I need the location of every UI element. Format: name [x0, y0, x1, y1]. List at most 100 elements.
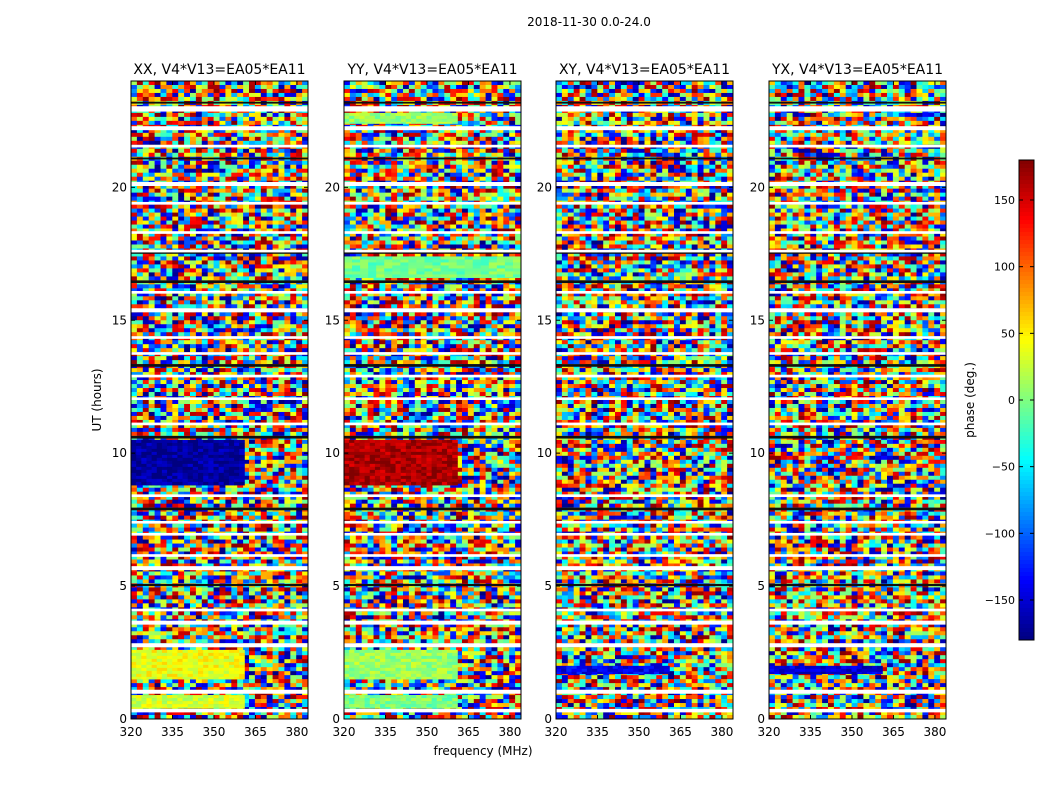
colorbar-segment — [1019, 480, 1034, 485]
dark-band — [344, 436, 521, 439]
flagged-band — [131, 352, 308, 355]
y-tick-label: 10 — [750, 446, 765, 460]
colorbar-segment — [1019, 216, 1034, 221]
dark-band — [131, 436, 308, 439]
colorbar-segment — [1019, 560, 1034, 565]
flagged-band — [344, 375, 521, 378]
colorbar-segment — [1019, 468, 1034, 473]
coherent-block — [344, 440, 458, 485]
flagged-band — [131, 145, 308, 148]
colorbar-segment — [1019, 520, 1034, 525]
coherent-block — [769, 666, 883, 674]
flagged-band — [556, 231, 733, 234]
dark-band — [556, 584, 733, 586]
flagged-band — [556, 126, 733, 130]
x-tick-label: 335 — [586, 725, 609, 739]
flagged-band — [556, 291, 733, 294]
colorbar-segment — [1019, 296, 1034, 301]
flagged-band — [131, 397, 308, 400]
flagged-band — [556, 494, 733, 497]
colorbar-segment — [1019, 516, 1034, 521]
flagged-band — [769, 423, 946, 426]
x-tick-label: 365 — [882, 725, 905, 739]
colorbar-segment — [1019, 172, 1034, 177]
flagged-band — [344, 554, 521, 557]
colorbar-segment — [1019, 576, 1034, 581]
x-tick-label: 380 — [285, 725, 308, 739]
y-tick-label: 15 — [325, 313, 340, 327]
flagged-band — [769, 250, 946, 253]
flagged-band — [131, 308, 308, 312]
flagged-band — [769, 690, 946, 694]
flagged-band — [769, 397, 946, 400]
colorbar-segment — [1019, 432, 1034, 437]
y-tick-label: 5 — [757, 579, 765, 593]
flagged-band — [131, 709, 308, 712]
flagged-band — [556, 106, 733, 111]
colorbar-segment — [1019, 392, 1034, 397]
colorbar-label: phase (deg.) — [963, 362, 977, 438]
flagged-band — [769, 291, 946, 294]
y-tick-label: 5 — [332, 579, 340, 593]
colorbar-segment — [1019, 428, 1034, 433]
flagged-band — [344, 533, 521, 536]
flagged-band — [131, 566, 308, 570]
x-tick-label: 365 — [244, 725, 267, 739]
coherent-block — [131, 650, 245, 680]
flagged-band — [769, 202, 946, 205]
y-axis-label: UT (hours) — [90, 368, 104, 431]
colorbar-segment — [1019, 400, 1034, 405]
flagged-band — [131, 202, 308, 205]
y-tick-label: 0 — [332, 712, 340, 726]
colorbar-segment — [1019, 488, 1034, 493]
y-tick-label: 20 — [325, 180, 340, 194]
flagged-band — [131, 533, 308, 536]
dark-band — [344, 584, 521, 586]
colorbar-segment — [1019, 564, 1034, 569]
colorbar-segment — [1019, 440, 1034, 445]
colorbar-segment — [1019, 328, 1034, 333]
colorbar-segment — [1019, 544, 1034, 549]
flagged-band — [344, 231, 521, 234]
colorbar-segment — [1019, 592, 1034, 597]
colorbar-segment — [1019, 340, 1034, 345]
y-tick-label: 5 — [119, 579, 127, 593]
colorbar-segment — [1019, 364, 1034, 369]
flagged-band — [344, 291, 521, 294]
colorbar-segment — [1019, 240, 1034, 245]
coherent-block — [344, 113, 458, 124]
dark-band — [344, 102, 521, 104]
colorbar-segment — [1019, 212, 1034, 217]
colorbar-segment — [1019, 316, 1034, 321]
flagged-band — [769, 145, 946, 148]
flagged-band — [344, 566, 521, 570]
colorbar-segment — [1019, 164, 1034, 169]
colorbar-segment — [1019, 200, 1034, 205]
y-tick-label: 10 — [112, 446, 127, 460]
flagged-band — [556, 554, 733, 557]
flagged-band — [344, 182, 521, 186]
y-tick-label: 0 — [544, 712, 552, 726]
panel-title: YX, V4*V13=EA05*EA11 — [771, 62, 943, 78]
colorbar-segment — [1019, 352, 1034, 357]
flagged-band — [556, 202, 733, 205]
y-tick-label: 20 — [112, 180, 127, 194]
dark-band — [131, 102, 308, 104]
colorbar-segment — [1019, 616, 1034, 621]
colorbar-tick-label: 50 — [1001, 327, 1015, 340]
colorbar-segment — [1019, 288, 1034, 293]
flagged-band — [344, 202, 521, 205]
flagged-band — [769, 352, 946, 355]
flagged-band — [131, 126, 308, 130]
flagged-band — [769, 554, 946, 557]
dark-band — [131, 364, 308, 367]
x-tick-label: 350 — [628, 725, 651, 739]
flagged-band — [131, 182, 308, 186]
colorbar-segment — [1019, 572, 1034, 577]
colorbar-segment — [1019, 424, 1034, 429]
colorbar-segment — [1019, 220, 1034, 225]
colorbar-segment — [1019, 612, 1034, 617]
